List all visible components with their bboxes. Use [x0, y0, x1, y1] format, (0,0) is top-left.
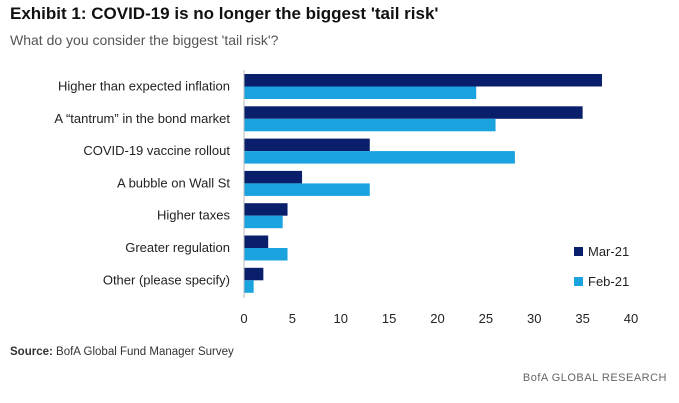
source-note: Source: BofA Global Fund Manager Survey — [10, 346, 234, 358]
x-tick-label: 40 — [624, 311, 638, 326]
x-tick-label: 20 — [430, 311, 444, 326]
category-label: Higher than expected inflation — [58, 79, 230, 94]
bar-mar-21 — [244, 203, 288, 216]
category-label: Other (please specify) — [103, 272, 230, 287]
x-tick-label: 10 — [334, 311, 348, 326]
legend-label-feb-21: Feb-21 — [588, 274, 629, 289]
x-tick-label: 15 — [382, 311, 396, 326]
bar-mar-21 — [244, 138, 370, 152]
source-text: BofA Global Fund Manager Survey — [56, 346, 234, 358]
source-label: Source: — [10, 346, 53, 358]
bar-mar-21 — [244, 267, 264, 281]
category-label: COVID-19 vaccine rollout — [83, 143, 230, 158]
legend-swatch-feb-21 — [574, 277, 583, 286]
category-label: A bubble on Wall St — [117, 175, 230, 190]
bar-feb-21 — [244, 280, 254, 293]
category-label: Greater regulation — [125, 240, 230, 255]
bar-chart: Higher than expected inflation A “tantrum… — [54, 70, 638, 326]
category-label: Higher taxes — [157, 208, 230, 223]
bar-feb-21 — [244, 151, 515, 164]
legend-swatch-mar-21 — [574, 247, 583, 256]
x-tick-label: 0 — [240, 311, 247, 326]
x-tick-label: 30 — [527, 311, 541, 326]
category-label: A “tantrum” in the bond market — [54, 111, 230, 126]
bar-feb-21 — [244, 215, 283, 229]
chart-subtitle: What do you consider the biggest 'tail r… — [10, 32, 279, 48]
chart-title: Exhibit 1: COVID-19 is no longer the big… — [10, 4, 439, 23]
bar-mar-21 — [244, 74, 602, 87]
legend-label-mar-21: Mar-21 — [588, 244, 629, 259]
x-tick-label: 35 — [575, 311, 589, 326]
bar-feb-21 — [244, 86, 477, 99]
x-tick-label: 25 — [479, 311, 493, 326]
x-tick-label: 5 — [289, 311, 296, 326]
bar-mar-21 — [244, 170, 303, 184]
bar-feb-21 — [244, 118, 496, 132]
branding: BofA GLOBAL RESEARCH — [522, 372, 667, 384]
bar-mar-21 — [244, 106, 583, 119]
bar-feb-21 — [244, 248, 288, 261]
bar-feb-21 — [244, 183, 370, 196]
bar-mar-21 — [244, 235, 269, 248]
